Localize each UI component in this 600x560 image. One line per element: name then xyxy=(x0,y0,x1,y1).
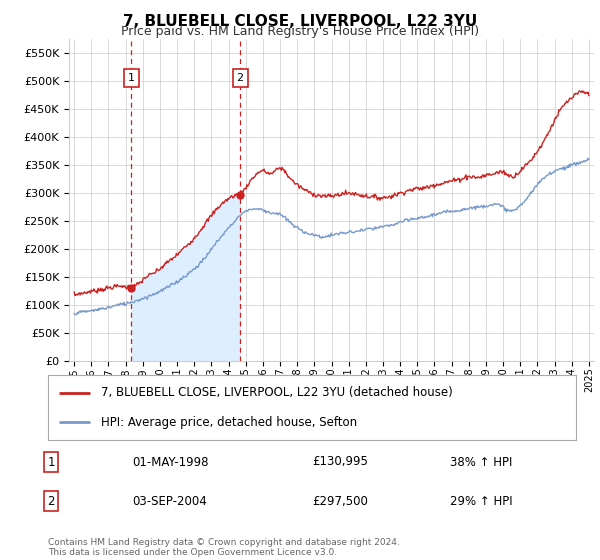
Text: 01-MAY-1998: 01-MAY-1998 xyxy=(132,455,209,469)
Text: 7, BLUEBELL CLOSE, LIVERPOOL, L22 3YU: 7, BLUEBELL CLOSE, LIVERPOOL, L22 3YU xyxy=(123,14,477,29)
Text: 1: 1 xyxy=(47,455,55,469)
Text: 03-SEP-2004: 03-SEP-2004 xyxy=(132,494,207,508)
Text: 38% ↑ HPI: 38% ↑ HPI xyxy=(450,455,512,469)
Text: 2: 2 xyxy=(236,73,244,83)
Text: HPI: Average price, detached house, Sefton: HPI: Average price, detached house, Seft… xyxy=(101,416,357,429)
Text: 7, BLUEBELL CLOSE, LIVERPOOL, L22 3YU (detached house): 7, BLUEBELL CLOSE, LIVERPOOL, L22 3YU (d… xyxy=(101,386,452,399)
Text: Price paid vs. HM Land Registry's House Price Index (HPI): Price paid vs. HM Land Registry's House … xyxy=(121,25,479,38)
Text: Contains HM Land Registry data © Crown copyright and database right 2024.
This d: Contains HM Land Registry data © Crown c… xyxy=(48,538,400,557)
Text: 29% ↑ HPI: 29% ↑ HPI xyxy=(450,494,512,508)
Text: £297,500: £297,500 xyxy=(312,494,368,508)
Text: 2: 2 xyxy=(47,494,55,508)
Text: 1: 1 xyxy=(128,73,135,83)
Text: £130,995: £130,995 xyxy=(312,455,368,469)
